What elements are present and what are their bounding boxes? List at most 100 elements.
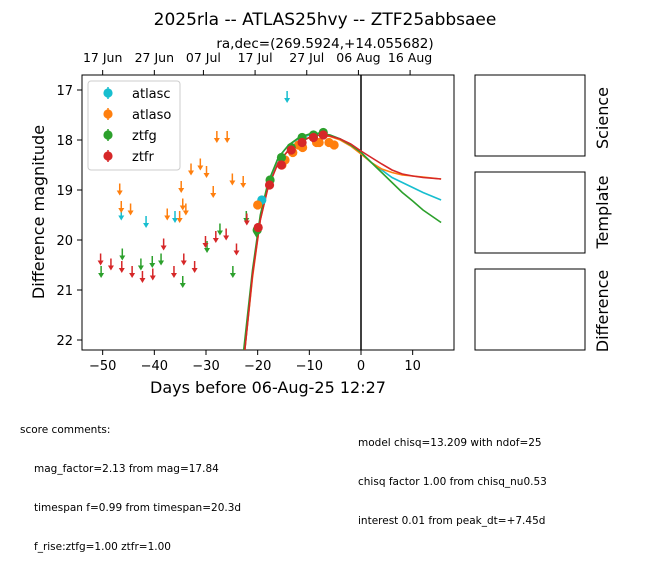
x-tick-label: −30 bbox=[192, 359, 219, 374]
upper-limit-arrow-atlaso bbox=[179, 205, 186, 211]
template-label: Template bbox=[593, 175, 612, 249]
upper-limit-arrow-ztfr bbox=[97, 260, 104, 266]
score-comment-line: interest 0.01 from peak_dt=+7.45d bbox=[358, 515, 546, 527]
difference-label: Difference bbox=[593, 270, 612, 352]
top-axis-tick-label: 27 Jul bbox=[289, 50, 324, 65]
upper-limit-arrow-atlaso bbox=[118, 208, 125, 213]
legend-label-ztfr: ztfr bbox=[132, 150, 154, 165]
upper-limit-arrow-atlasc bbox=[118, 215, 125, 221]
score-comment-line: model chisq=13.209 with ndof=25 bbox=[358, 437, 542, 449]
science-label: Science bbox=[593, 87, 612, 149]
upper-limit-arrow-atlaso bbox=[116, 190, 123, 196]
score-comment-line: mag_factor=2.13 from mag=17.84 bbox=[34, 463, 219, 475]
upper-limit-arrow-ztfr bbox=[202, 243, 209, 248]
plot-frame bbox=[81, 74, 455, 351]
top-axis-tick-label: 07 Jul bbox=[186, 50, 221, 65]
upper-limit-arrow-ztfg bbox=[98, 273, 105, 278]
upper-limit-arrow-ztfg bbox=[216, 230, 223, 236]
y-tick-label: 18 bbox=[56, 134, 73, 149]
lightcurve-figure: 2025rla -- ATLAS25hvy -- ZTF25abbsaee ra… bbox=[29, 10, 612, 397]
score-comment-line: timespan f=0.99 from timespan=20.3d bbox=[34, 502, 242, 514]
top-axis-tick-label: 16 Aug bbox=[388, 50, 432, 65]
upper-limit-arrow-ztfr bbox=[118, 268, 125, 273]
science-panel bbox=[474, 74, 586, 157]
legend-label-atlasc: atlasc bbox=[132, 87, 171, 102]
upper-limit-arrow-atlaso bbox=[224, 138, 231, 143]
upper-limit-arrow-atlaso bbox=[210, 193, 217, 198]
detection-atlaso bbox=[253, 200, 263, 210]
top-date-axis: 17 Jun 27 Jun 07 Jul 17 Jul 27 Jul 06 Aug 16 A… bbox=[83, 50, 432, 75]
score-comment-line: chisq factor 1.00 from chisq_nu0.53 bbox=[358, 476, 547, 488]
detection-atlaso bbox=[329, 140, 339, 150]
x-tick-label: 0 bbox=[357, 359, 365, 374]
upper-limit-arrow-ztfg bbox=[158, 260, 165, 266]
upper-limit-arrow-atlaso bbox=[213, 138, 220, 143]
upper-limit-arrow-ztfr bbox=[149, 275, 156, 281]
upper-limit-arrow-ztfr bbox=[129, 273, 136, 278]
upper-limit-arrow-atlaso bbox=[240, 183, 247, 188]
score-comments-heading: score comments: bbox=[20, 424, 111, 436]
upper-limit-markers bbox=[97, 91, 291, 288]
upper-limit-arrow-atlasc bbox=[284, 98, 291, 103]
top-axis-tick-label: 17 Jul bbox=[238, 50, 273, 65]
x-axis: −50 −40 −30 −20 −10 0 10 bbox=[89, 350, 421, 374]
upper-limit-arrow-atlasc bbox=[172, 218, 178, 223]
legend-marker-ztfg bbox=[103, 130, 113, 140]
detection-ztfr bbox=[276, 160, 287, 170]
y-axis-label: Difference magnitude bbox=[29, 125, 48, 299]
x-tick-label: −10 bbox=[296, 359, 323, 374]
upper-limit-arrow-ztfg bbox=[204, 248, 211, 253]
upper-limit-arrow-atlaso bbox=[127, 210, 134, 216]
legend-marker-atlaso bbox=[103, 109, 113, 119]
x-axis-label: Days before 06-Aug-25 12:27 bbox=[150, 378, 386, 397]
y-tick-label: 21 bbox=[56, 284, 73, 299]
legend-label-ztfg: ztfg bbox=[132, 129, 157, 144]
figure-subtitle: ra,dec=(269.5924,+14.055682) bbox=[216, 36, 433, 52]
detection-ztfr bbox=[253, 222, 263, 233]
x-tick-label: −20 bbox=[244, 359, 271, 374]
model-curve-ztfg bbox=[242, 132, 442, 350]
upper-limit-arrow-ztfg bbox=[179, 283, 186, 288]
x-tick-label: 10 bbox=[404, 359, 421, 374]
upper-limit-arrow-ztfg bbox=[119, 255, 126, 261]
upper-limit-arrow-ztfr bbox=[191, 268, 198, 273]
detection-ztfr bbox=[318, 130, 328, 140]
top-axis-tick-label: 17 Jun bbox=[83, 50, 122, 65]
score-comment-line: f_rise:ztfg=1.00 ztfr=1.00 bbox=[34, 541, 171, 553]
upper-limit-arrow-ztfg bbox=[137, 265, 144, 271]
image-panels: Science Template Difference bbox=[474, 74, 612, 352]
upper-limit-arrow-atlaso bbox=[203, 173, 210, 178]
top-axis-tick-label: 27 Jun bbox=[135, 50, 174, 65]
upper-limit-arrow-ztfr bbox=[223, 235, 230, 241]
upper-limit-arrow-atlaso bbox=[178, 188, 185, 193]
upper-limit-arrow-ztfr bbox=[233, 250, 240, 256]
detection-ztfg bbox=[276, 152, 287, 163]
upper-limit-arrow-ztfr bbox=[139, 278, 146, 283]
upper-limit-arrow-ztfr bbox=[243, 220, 250, 226]
legend-marker-atlasc bbox=[103, 88, 113, 98]
upper-limit-arrow-atlaso bbox=[164, 215, 171, 221]
y-axis: 17 18 19 20 21 22 bbox=[56, 84, 82, 349]
plot-area: 17 Jun 27 Jun 07 Jul 17 Jul 27 Jul 06 Aug 16 A… bbox=[56, 50, 455, 374]
score-comments-right: model chisq=13.209 with ndof=25 chisq fa… bbox=[358, 411, 547, 541]
score-comments-left: score comments: mag_factor=2.13 from mag… bbox=[20, 398, 241, 567]
y-tick-label: 20 bbox=[56, 234, 73, 249]
legend-label-atlaso: atlaso bbox=[132, 108, 171, 123]
upper-limit-arrow-ztfr bbox=[212, 238, 219, 243]
upper-limit-arrow-atlaso bbox=[176, 218, 183, 223]
upper-limit-arrow-atlaso bbox=[197, 165, 204, 171]
x-tick-label: −50 bbox=[89, 359, 116, 374]
detection-markers bbox=[252, 127, 339, 235]
upper-limit-arrow-ztfr bbox=[180, 260, 187, 266]
difference-panel bbox=[474, 268, 586, 351]
upper-limit-arrow-ztfr bbox=[160, 245, 167, 251]
upper-limit-arrow-atlaso bbox=[182, 210, 189, 216]
top-axis-tick-label: 06 Aug bbox=[336, 50, 380, 65]
upper-limit-arrow-ztfr bbox=[170, 273, 177, 278]
legend-box bbox=[87, 80, 181, 171]
x-tick-label: −40 bbox=[141, 359, 168, 374]
upper-limit-arrow-ztfg bbox=[149, 263, 156, 268]
y-tick-label: 22 bbox=[56, 334, 73, 349]
y-tick-label: 17 bbox=[56, 84, 73, 99]
legend-marker-ztfr bbox=[103, 151, 113, 161]
